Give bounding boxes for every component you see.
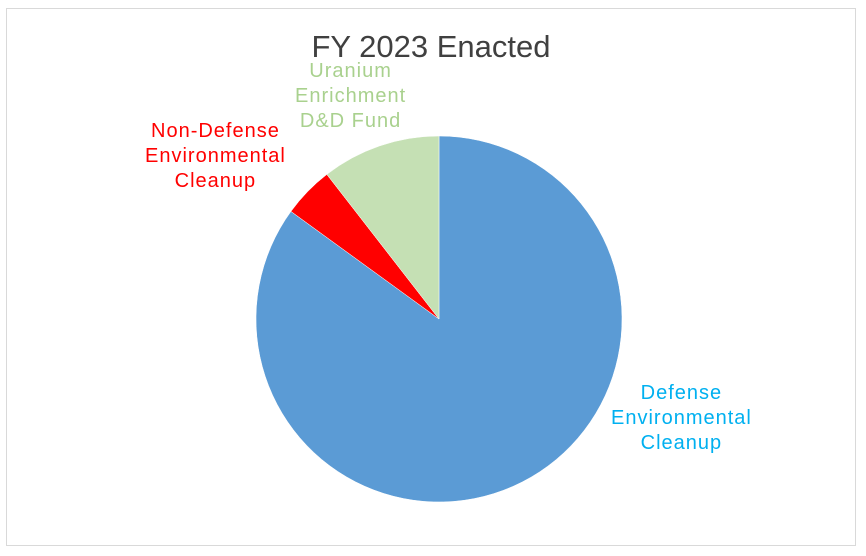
label-line: Cleanup bbox=[174, 170, 257, 192]
label-line: Uranium bbox=[309, 60, 392, 82]
pie-slice-uranium-enrichment-d-d-fund bbox=[326, 135, 440, 320]
label-line: Non-Defense bbox=[151, 120, 280, 142]
label-line: D&D Fund bbox=[299, 110, 402, 132]
label-defense-environmental-cleanup: Defense Environmental Cleanup bbox=[611, 381, 752, 456]
label-line: Environmental bbox=[611, 407, 752, 429]
label-non-defense-environmental-cleanup: Non-Defense Environmental Cleanup bbox=[145, 119, 286, 194]
chart-frame: FY 2023 Enacted Defense Environmental Cl… bbox=[6, 8, 856, 546]
label-line: Environmental bbox=[145, 145, 286, 167]
label-line: Enrichment bbox=[295, 85, 407, 107]
pie-chart bbox=[255, 135, 623, 503]
label-line: Cleanup bbox=[640, 432, 723, 454]
chart-title: FY 2023 Enacted bbox=[311, 29, 551, 64]
label-uranium-enrichment-dd-fund: Uranium Enrichment D&D Fund bbox=[295, 59, 406, 134]
label-line: Defense bbox=[640, 382, 723, 404]
